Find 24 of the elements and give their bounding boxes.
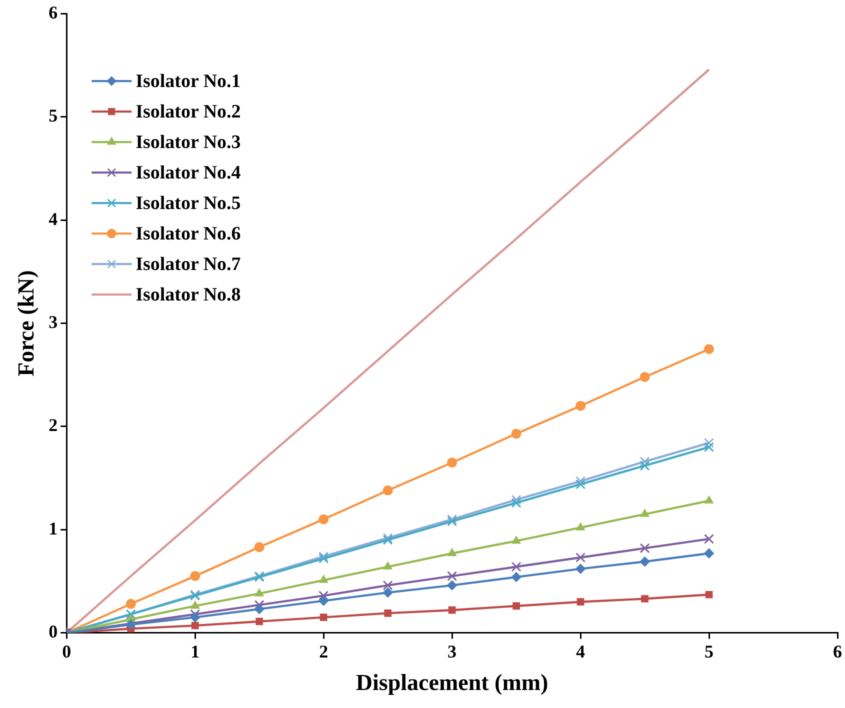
legend-label: Isolator No.6 (136, 223, 241, 244)
legend-label: Isolator No.1 (136, 70, 241, 92)
legend-label: Isolator No.3 (136, 132, 241, 153)
x-tick-label: 1 (190, 641, 200, 662)
legend-label: Isolator No.8 (136, 284, 241, 306)
y-tick-label: 4 (48, 208, 58, 229)
legend-label: Isolator No.2 (136, 101, 241, 122)
y-tick-label: 5 (48, 106, 58, 126)
legend-label: Isolator No.5 (136, 192, 241, 214)
x-tick-label: 2 (319, 641, 328, 662)
x-tick-label: 5 (704, 641, 714, 662)
x-tick-label: 0 (62, 641, 72, 662)
x-tick-label: 4 (576, 641, 586, 662)
x-tick-label: 6 (833, 641, 842, 662)
y-tick-label: 6 (48, 2, 58, 22)
y-tick-label: 3 (48, 312, 58, 332)
legend-label: Isolator No.7 (136, 254, 242, 275)
y-tick-label: 2 (48, 415, 58, 436)
legend-label: Isolator No.4 (136, 162, 242, 184)
y-tick-label: 1 (48, 518, 58, 538)
x-axis-title: Displacement (mm) (356, 670, 548, 696)
y-axis-title: Force (kN) (14, 270, 39, 376)
x-tick-label: 3 (448, 641, 457, 662)
y-tick-label: 0 (48, 621, 58, 642)
